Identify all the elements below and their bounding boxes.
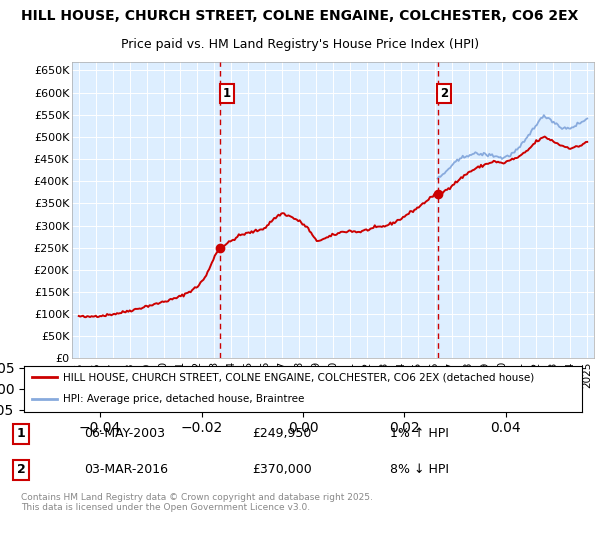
Text: Price paid vs. HM Land Registry's House Price Index (HPI): Price paid vs. HM Land Registry's House …: [121, 38, 479, 51]
Text: HILL HOUSE, CHURCH STREET, COLNE ENGAINE, COLCHESTER, CO6 2EX: HILL HOUSE, CHURCH STREET, COLNE ENGAINE…: [22, 10, 578, 24]
Text: 1: 1: [223, 87, 230, 100]
Text: 8% ↓ HPI: 8% ↓ HPI: [390, 463, 449, 476]
Text: 2: 2: [17, 463, 25, 476]
Text: 03-MAR-2016: 03-MAR-2016: [84, 463, 168, 476]
Text: Contains HM Land Registry data © Crown copyright and database right 2025.
This d: Contains HM Land Registry data © Crown c…: [21, 493, 373, 512]
Text: 1% ↑ HPI: 1% ↑ HPI: [390, 427, 449, 440]
Text: HILL HOUSE, CHURCH STREET, COLNE ENGAINE, COLCHESTER, CO6 2EX (detached house): HILL HOUSE, CHURCH STREET, COLNE ENGAINE…: [63, 372, 535, 382]
Text: 2: 2: [440, 87, 448, 100]
Text: £249,950: £249,950: [252, 427, 311, 440]
Text: 06-MAY-2003: 06-MAY-2003: [84, 427, 165, 440]
Text: 1: 1: [17, 427, 25, 440]
Text: HPI: Average price, detached house, Braintree: HPI: Average price, detached house, Brai…: [63, 394, 304, 404]
Text: £370,000: £370,000: [252, 463, 312, 476]
